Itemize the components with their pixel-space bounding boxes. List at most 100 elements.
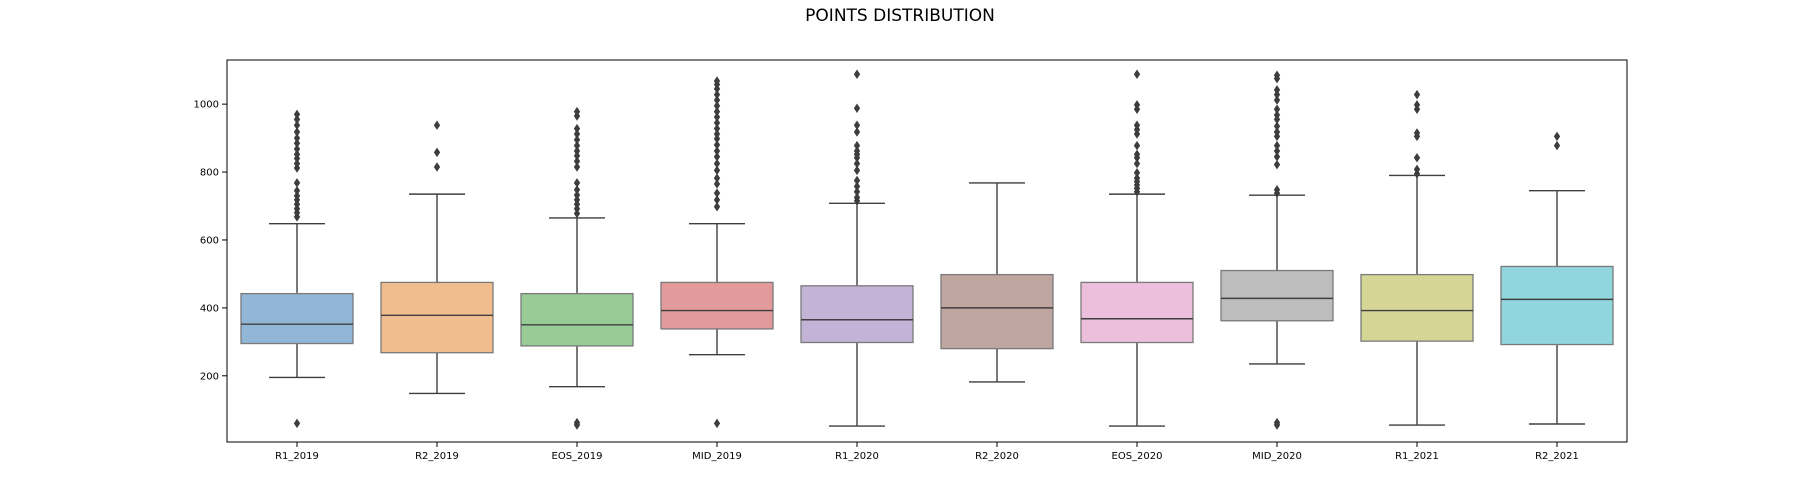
- y-tick-label: 1000: [194, 100, 219, 111]
- outlier-point: [433, 147, 441, 158]
- outlier-point: [1133, 120, 1141, 130]
- outlier-point: [713, 201, 721, 212]
- outlier-point: [713, 152, 721, 162]
- outlier-point: [853, 146, 861, 156]
- outlier-point: [1553, 131, 1561, 142]
- outlier-point: [713, 106, 721, 117]
- outlier-point: [1273, 146, 1281, 156]
- x-tick-label: R2_2020: [975, 451, 1019, 462]
- outlier-point: [573, 162, 581, 172]
- box-group-r2-2021: [1500, 131, 1614, 425]
- outlier-point: [1413, 128, 1421, 138]
- outlier-point: [1273, 70, 1281, 81]
- box-group-eos-2020: [1080, 69, 1194, 427]
- outlier-point: [713, 123, 721, 134]
- outlier-point: [713, 158, 721, 169]
- outlier-point: [713, 165, 721, 176]
- outlier-point: [1273, 140, 1281, 151]
- outlier-point: [713, 146, 721, 156]
- outlier-point: [1133, 100, 1141, 110]
- outlier-point: [573, 156, 581, 166]
- outlier-point: [853, 175, 861, 186]
- iqr-box: [1220, 269, 1334, 322]
- outlier-point: [713, 188, 721, 198]
- outlier-point: [853, 120, 861, 130]
- outlier-point: [1273, 110, 1281, 120]
- outlier-point: [293, 127, 301, 137]
- outlier-point: [853, 127, 861, 137]
- boxes-layer: [240, 69, 1614, 430]
- outlier-point: [293, 191, 301, 201]
- x-tick-label: R1_2020: [835, 451, 879, 462]
- x-tick-label: EOS_2019: [552, 451, 603, 462]
- outlier-point: [713, 195, 721, 205]
- outlier-point: [1273, 152, 1281, 162]
- axis-layer: 200 400 600 800 1000 R1_2019 R2_2019 EOS_2019 MI…: [194, 100, 1579, 462]
- outlier-point: [293, 418, 301, 429]
- box-group-mid-2019: [660, 76, 774, 429]
- outlier-point: [713, 101, 721, 111]
- outlier-point: [853, 192, 861, 203]
- outlier-point: [1273, 95, 1281, 105]
- outlier-point: [573, 195, 581, 205]
- iqr-box: [240, 292, 354, 345]
- box-group-eos-2019: [520, 106, 634, 430]
- outlier-point: [293, 158, 301, 169]
- x-tick-label: R1_2021: [1395, 451, 1439, 462]
- outlier-point: [1133, 167, 1141, 178]
- y-tick-label: 400: [200, 303, 219, 314]
- outlier-point: [293, 114, 301, 125]
- outlier-point: [433, 162, 441, 172]
- outlier-point: [573, 184, 581, 195]
- outlier-point: [713, 418, 721, 429]
- iqr-box: [1360, 273, 1474, 342]
- outlier-point: [1133, 173, 1141, 183]
- outlier-point: [713, 118, 721, 128]
- y-tick-label: 800: [200, 168, 219, 179]
- outlier-point: [1273, 127, 1281, 137]
- outlier-point: [853, 187, 861, 197]
- outlier-point: [853, 181, 861, 192]
- outlier-point: [1413, 100, 1421, 110]
- outlier-point: [713, 134, 721, 144]
- iqr-box: [520, 292, 634, 347]
- outlier-point: [433, 120, 441, 130]
- outlier-point: [573, 151, 581, 161]
- box-group-r1-2021: [1360, 89, 1474, 426]
- outlier-point: [1553, 140, 1561, 151]
- outlier-point: [573, 135, 581, 145]
- outlier-point: [1273, 121, 1281, 131]
- outlier-point: [1413, 164, 1421, 175]
- outlier-point: [1273, 159, 1281, 170]
- outlier-point: [853, 158, 861, 169]
- x-tick-label: MID_2019: [692, 451, 742, 462]
- x-tick-label: MID_2020: [1252, 451, 1302, 462]
- box-group-mid-2020: [1220, 70, 1334, 430]
- outlier-point: [573, 106, 581, 117]
- outlier-point: [1133, 69, 1141, 80]
- outlier-point: [293, 149, 301, 160]
- iqr-box: [940, 273, 1054, 350]
- outlier-point: [713, 129, 721, 139]
- outlier-point: [713, 95, 721, 105]
- x-tick-label: R2_2021: [1535, 451, 1579, 462]
- outlier-point: [1133, 149, 1141, 160]
- outlier-point: [1273, 104, 1281, 114]
- box-group-r2-2020: [940, 182, 1054, 383]
- outlier-point: [713, 89, 721, 100]
- iqr-box: [660, 281, 774, 330]
- iqr-box: [380, 281, 494, 354]
- box-group-r2-2019: [380, 120, 494, 395]
- outlier-point: [713, 173, 721, 183]
- outlier-point: [1273, 417, 1281, 428]
- outlier-point: [1273, 89, 1281, 100]
- outlier-point: [713, 76, 721, 86]
- outlier-point: [853, 69, 861, 80]
- x-tick-label: R1_2019: [275, 451, 319, 462]
- outlier-point: [853, 165, 861, 176]
- outlier-point: [713, 112, 721, 122]
- outlier-point: [1133, 140, 1141, 151]
- outlier-point: [713, 179, 721, 189]
- outlier-point: [1413, 153, 1421, 163]
